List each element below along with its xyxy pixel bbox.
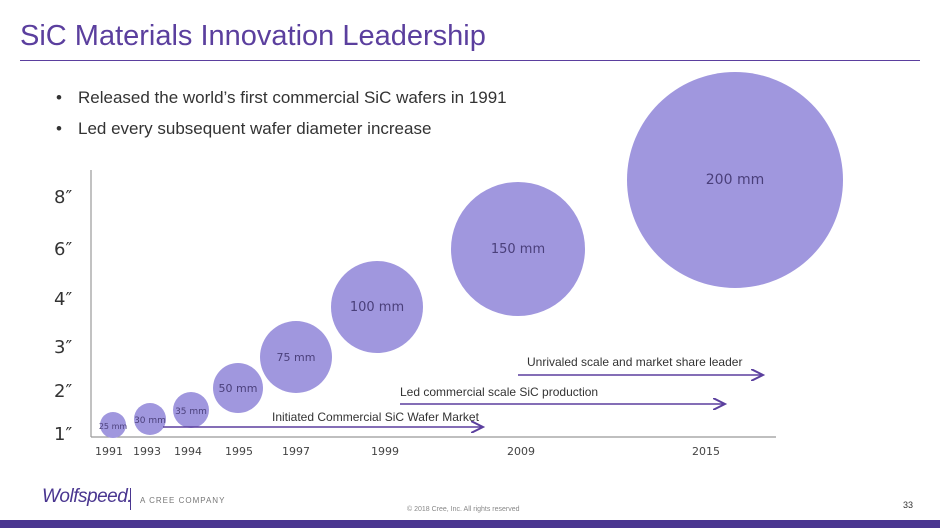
x-tick-label: 1994 [174,445,202,458]
bubble-50mm [213,363,263,413]
y-tick-label: 1″ [54,424,72,445]
bullet-icon: • [56,88,62,107]
y-tick-label: 2″ [54,381,72,402]
bubble-label: 100 mm [350,300,404,315]
x-tick-label: 1993 [133,445,161,458]
bubble-label: 25 mm [99,422,128,431]
x-tick-label: 1999 [371,445,399,458]
y-tick-label: 8″ [54,187,72,208]
bubble-label: 30 mm [134,416,166,426]
bubble-label: 150 mm [491,242,545,257]
tagline: A CREE COMPANY [140,496,226,505]
bubble-150mm [451,182,585,316]
wolfspeed-logo: Wolfspeed. [42,486,133,507]
logo-divider [130,488,131,510]
bullet-icon: • [56,119,62,138]
bubble-label: 75 mm [277,351,316,364]
bullet-text: Led every subsequent wafer diameter incr… [78,119,432,138]
x-tick-label: 1995 [225,445,253,458]
bubble-label: 50 mm [219,382,258,395]
bullet-text: Released the world’s first commercial Si… [78,88,507,107]
slide-title: SiC Materials Innovation Leadership [20,20,486,52]
bubble-75mm [260,321,332,393]
x-tick-label: 1991 [95,445,123,458]
y-tick-label: 6″ [54,239,72,260]
bubble-100mm [331,261,423,353]
bubble-200mm [627,72,843,288]
copyright: © 2018 Cree, Inc. All rights reserved [407,506,520,513]
x-tick-label: 1997 [282,445,310,458]
timeline-annotation: Led commercial scale SiC production [400,385,598,399]
page-number: 33 [903,500,914,510]
x-tick-label: 2009 [507,445,535,458]
bubble-label: 35 mm [175,407,207,417]
footer-bar [0,520,940,528]
y-tick-label: 4″ [54,289,72,310]
bubble-30mm [134,403,166,435]
bubble-35mm [173,392,209,428]
x-tick-label: 2015 [692,445,720,458]
timeline-annotation: Initiated Commercial SiC Wafer Market [272,410,480,424]
bubble-25mm [100,412,126,438]
title-divider [20,60,920,61]
y-tick-label: 3″ [54,337,72,358]
timeline-annotation: Unrivaled scale and market share leader [527,355,742,369]
bubble-label: 200 mm [706,172,764,188]
